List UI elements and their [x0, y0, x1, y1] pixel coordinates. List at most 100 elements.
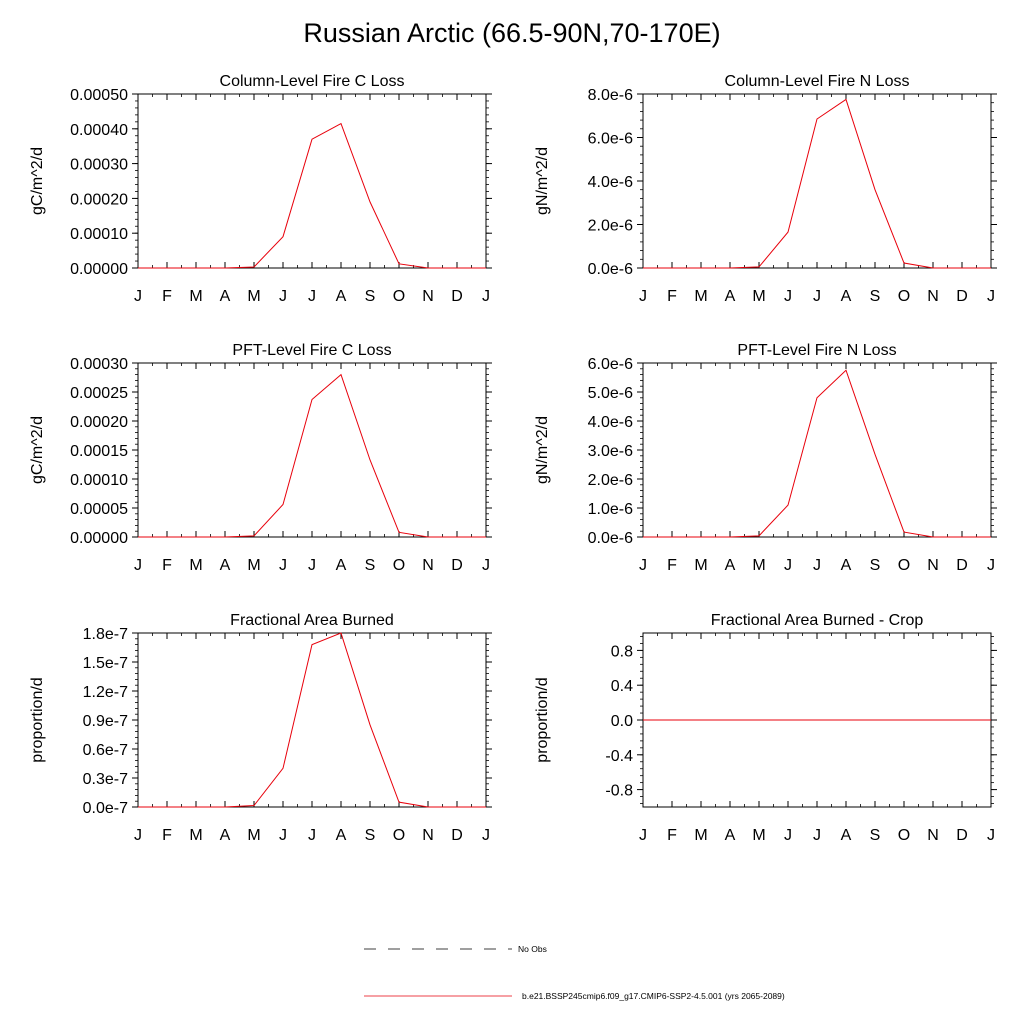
y-tick-label: 1.0e-6 [588, 501, 633, 518]
x-tick-label: D [956, 827, 968, 844]
series-line [643, 369, 991, 538]
x-tick-label: M [189, 557, 202, 574]
y-tick-label: 0.0 [611, 713, 633, 730]
y-tick-label: -0.4 [605, 748, 633, 765]
x-tick-label: A [220, 288, 231, 305]
x-tick-label: F [667, 288, 677, 305]
x-tick-label: J [987, 288, 995, 305]
y-tick-label: -0.8 [605, 783, 633, 800]
x-tick-label: O [393, 288, 405, 305]
x-tick-label: J [987, 827, 995, 844]
y-tick-label: 0.0e-6 [588, 261, 633, 278]
x-tick-label: O [898, 288, 910, 305]
series-line [643, 98, 991, 269]
x-tick-label: O [393, 557, 405, 574]
y-axis-label: proportion/d [29, 677, 46, 762]
panel-title: PFT-Level Fire C Loss [232, 342, 391, 359]
x-tick-label: F [667, 827, 677, 844]
x-tick-label: J [279, 827, 287, 844]
panel-title: Fractional Area Burned - Crop [711, 612, 924, 629]
y-tick-label: 3.0e-6 [588, 443, 633, 460]
y-tick-label: 0.0e-6 [588, 530, 633, 547]
x-tick-label: J [784, 557, 792, 574]
y-tick-label: 0.00010 [70, 472, 128, 489]
y-tick-label: 4.0e-6 [588, 414, 633, 431]
plot-frame [642, 362, 992, 538]
y-tick-label: 2.0e-6 [588, 218, 633, 235]
x-tick-label: D [451, 557, 463, 574]
y-axis-label: gC/m^2/d [29, 416, 46, 484]
x-tick-label: N [927, 827, 939, 844]
x-tick-label: S [870, 827, 881, 844]
x-tick-label: A [841, 827, 852, 844]
x-tick-label: J [134, 557, 142, 574]
plot-frame [137, 362, 487, 538]
panel-title: Column-Level Fire N Loss [725, 73, 910, 90]
x-tick-label: A [336, 288, 347, 305]
y-tick-label: 0.00000 [70, 530, 128, 547]
y-tick-label: 0.3e-7 [83, 771, 128, 788]
x-tick-label: J [987, 557, 995, 574]
y-tick-label: 0.00040 [70, 122, 128, 139]
x-tick-label: S [365, 288, 376, 305]
x-tick-label: M [247, 557, 260, 574]
x-tick-label: J [784, 288, 792, 305]
x-tick-label: O [898, 827, 910, 844]
panel-title: PFT-Level Fire N Loss [737, 342, 896, 359]
x-tick-label: M [247, 827, 260, 844]
x-tick-label: D [451, 827, 463, 844]
series-line [138, 632, 486, 808]
panel-title: Fractional Area Burned [230, 612, 394, 629]
x-tick-label: N [927, 557, 939, 574]
y-tick-label: 0.00050 [70, 87, 128, 104]
y-axis-label: proportion/d [534, 677, 551, 762]
y-tick-label: 5.0e-6 [588, 385, 633, 402]
y-axis-label: gC/m^2/d [29, 147, 46, 215]
x-tick-label: S [870, 557, 881, 574]
x-tick-label: A [725, 827, 736, 844]
x-tick-label: J [813, 827, 821, 844]
x-tick-label: M [752, 288, 765, 305]
x-tick-label: J [784, 827, 792, 844]
x-tick-label: M [752, 827, 765, 844]
figure-title: Russian Arctic (66.5-90N,70-170E) [303, 18, 721, 48]
y-tick-label: 1.5e-7 [83, 655, 128, 672]
plot-frame [137, 93, 487, 269]
x-tick-label: M [694, 827, 707, 844]
y-tick-label: 0.00015 [70, 443, 128, 460]
x-tick-label: A [336, 827, 347, 844]
x-tick-label: A [725, 557, 736, 574]
x-tick-label: J [134, 827, 142, 844]
x-tick-label: J [482, 827, 490, 844]
legend-label-obs: No Obs [518, 944, 547, 954]
x-tick-label: J [813, 288, 821, 305]
x-tick-label: J [639, 827, 647, 844]
x-tick-label: N [422, 827, 434, 844]
x-tick-label: A [336, 557, 347, 574]
x-tick-label: N [927, 288, 939, 305]
x-tick-label: O [898, 557, 910, 574]
y-tick-label: 0.00010 [70, 226, 128, 243]
x-tick-label: J [308, 557, 316, 574]
y-tick-label: 0.00020 [70, 191, 128, 208]
x-tick-label: J [482, 557, 490, 574]
x-tick-label: J [308, 827, 316, 844]
x-tick-label: F [162, 557, 172, 574]
x-tick-label: A [220, 557, 231, 574]
y-tick-label: 6.0e-6 [588, 356, 633, 373]
x-tick-label: S [365, 557, 376, 574]
y-axis-label: gN/m^2/d [534, 416, 551, 484]
plot-frame [137, 632, 487, 808]
legend: No Obs b.e21.BSSP245cmip6.f09_g17.CMIP6-… [364, 944, 785, 1001]
x-tick-label: S [365, 827, 376, 844]
y-tick-label: 0.4 [611, 678, 633, 695]
y-tick-label: 0.00030 [70, 356, 128, 373]
x-tick-label: A [841, 557, 852, 574]
x-tick-label: J [482, 288, 490, 305]
y-tick-label: 0.9e-7 [83, 713, 128, 730]
y-axis-label: gN/m^2/d [534, 147, 551, 215]
x-tick-label: A [220, 827, 231, 844]
